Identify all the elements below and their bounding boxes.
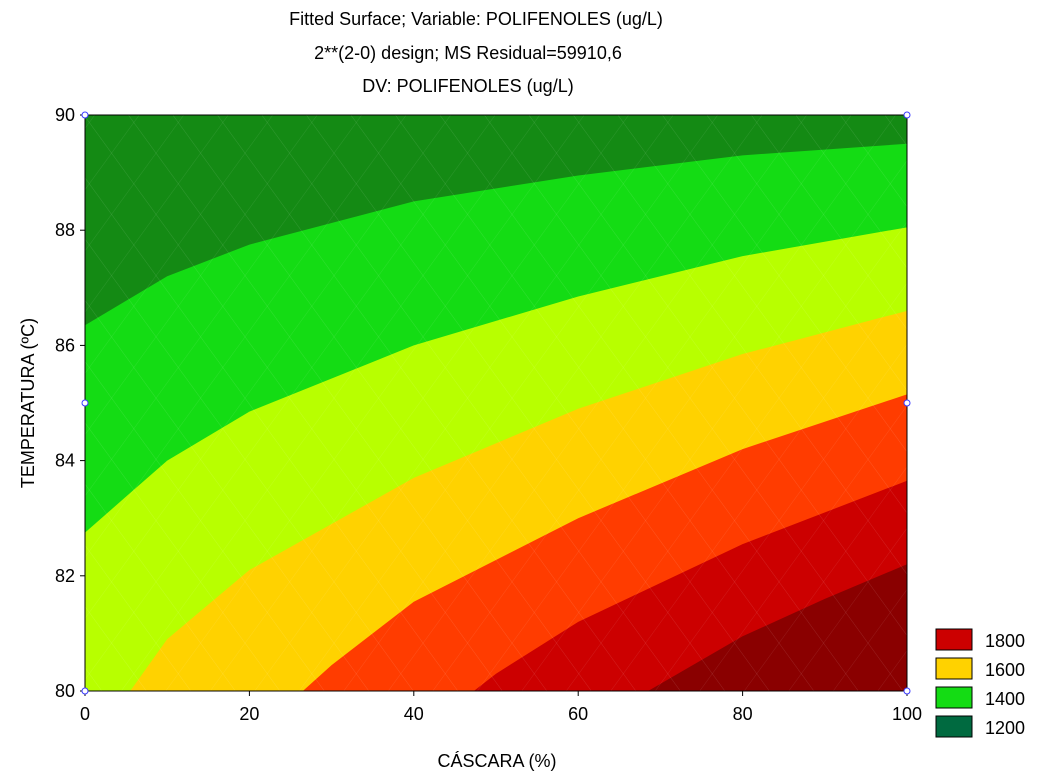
surface-grid-overlay-2 — [85, 115, 907, 691]
title-line-1: Fitted Surface; Variable: POLIFENOLES (u… — [289, 9, 663, 29]
legend-swatch — [935, 715, 973, 738]
x-tick-label: 20 — [239, 704, 259, 724]
x-axis: 0 20 40 60 80 100 — [80, 691, 922, 724]
title-line-3: DV: POLIFENOLES (ug/L) — [362, 76, 573, 96]
title-line-2: 2**(2-0) design; MS Residual=59910,6 — [314, 43, 622, 63]
x-tick-label: 100 — [892, 704, 922, 724]
x-tick-label: 60 — [568, 704, 588, 724]
y-axis-label: TEMPERATURA (ºC) — [18, 318, 38, 488]
x-axis-label: CÁSCARA (%) — [437, 751, 556, 771]
x-tick-label: 40 — [404, 704, 424, 724]
design-point — [81, 687, 89, 695]
legend-label: 1600 — [985, 660, 1025, 680]
y-tick-label: 82 — [55, 566, 75, 586]
design-point — [903, 111, 911, 119]
legend: 1800 1600 1400 1200 — [935, 628, 1025, 738]
y-tick-label: 88 — [55, 220, 75, 240]
legend-swatch — [935, 686, 973, 709]
design-points — [81, 111, 911, 695]
design-point — [903, 399, 911, 407]
design-point — [81, 111, 89, 119]
y-tick-label: 90 — [55, 105, 75, 125]
x-tick-label: 0 — [80, 704, 90, 724]
x-tick-label: 80 — [733, 704, 753, 724]
y-axis: 80 82 84 86 88 90 — [55, 105, 85, 701]
y-tick-label: 80 — [55, 681, 75, 701]
legend-label: 1200 — [985, 718, 1025, 738]
y-tick-label: 84 — [55, 451, 75, 471]
legend-swatch — [935, 628, 973, 651]
design-point — [903, 687, 911, 695]
legend-label: 1400 — [985, 689, 1025, 709]
chart-title: Fitted Surface; Variable: POLIFENOLES (u… — [289, 9, 663, 96]
legend-label: 1800 — [985, 631, 1025, 651]
y-tick-label: 86 — [55, 335, 75, 355]
legend-swatch — [935, 657, 973, 680]
design-point — [81, 399, 89, 407]
